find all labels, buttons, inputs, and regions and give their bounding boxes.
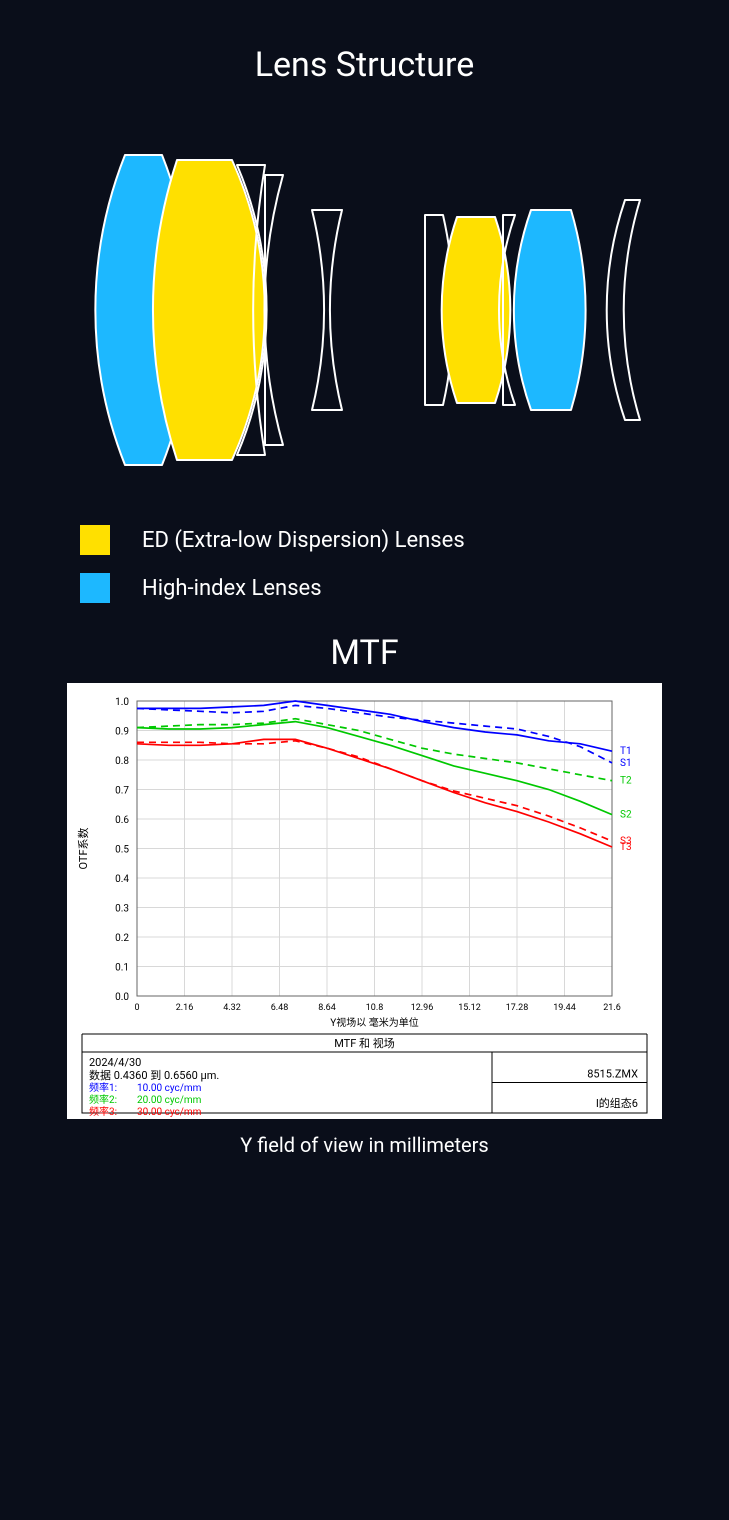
svg-text:I的组态6: I的组态6 [596,1096,638,1110]
svg-text:频率2:: 频率2: [89,1093,117,1106]
legend-row-hi: High-index Lenses [80,573,649,603]
svg-text:15.12: 15.12 [458,1003,481,1013]
svg-text:MTF 和 视场: MTF 和 视场 [334,1036,395,1050]
svg-text:2.16: 2.16 [176,1003,194,1013]
svg-text:2024/4/30: 2024/4/30 [89,1056,141,1069]
lens-diagram [65,135,665,485]
svg-text:19.44: 19.44 [553,1003,576,1013]
svg-text:频率1:: 频率1: [89,1081,117,1094]
heading-lens-structure: Lens Structure [0,45,729,85]
svg-text:21.6: 21.6 [603,1003,621,1013]
heading-mtf: MTF [0,633,729,673]
svg-text:T3: T3 [620,842,632,853]
svg-text:0.1: 0.1 [115,963,129,974]
svg-text:17.28: 17.28 [506,1003,529,1013]
svg-text:0.2: 0.2 [115,933,129,944]
svg-text:30.00 cyc/mm: 30.00 cyc/mm [137,1107,202,1118]
mtf-chart: 0.0 0.1 0.2 0.3 0.4 0.5 0.6 0.7 0.8 0.9 1.0 0 2.16 4.… [67,683,662,1119]
svg-text:数据 0.4360 到 0.6560 μm.: 数据 0.4360 到 0.6560 μm. [89,1068,219,1082]
svg-text:12.96: 12.96 [411,1003,434,1013]
svg-text:8.64: 8.64 [318,1003,336,1013]
svg-text:T2: T2 [620,776,632,787]
svg-text:0.7: 0.7 [115,786,129,797]
svg-text:0: 0 [134,1003,139,1013]
svg-text:10.8: 10.8 [366,1003,384,1013]
svg-text:0.4: 0.4 [115,874,129,885]
svg-text:0.8: 0.8 [115,756,129,767]
svg-text:频率3:: 频率3: [89,1105,117,1118]
legend-label-hi: High-index Lenses [142,576,322,601]
svg-text:0.6: 0.6 [115,815,129,826]
legend-row-ed: ED (Extra-low Dispersion) Lenses [80,525,649,555]
legend-swatch-hi [80,573,110,603]
caption: Y field of view in millimeters [0,1133,729,1157]
svg-text:OTF系数: OTF系数 [77,827,90,869]
svg-text:S2: S2 [620,810,632,821]
svg-text:0.3: 0.3 [115,904,129,915]
svg-text:8515.ZMX: 8515.ZMX [587,1068,638,1081]
legend-swatch-ed [80,525,110,555]
svg-text:0.9: 0.9 [115,727,129,738]
svg-text:10.00 cyc/mm: 10.00 cyc/mm [137,1083,202,1094]
svg-text:1.0: 1.0 [115,697,129,708]
legend: ED (Extra-low Dispersion) Lenses High-in… [80,525,649,603]
svg-text:Y视场以 毫米为单位: Y视场以 毫米为单位 [330,1016,419,1029]
legend-label-ed: ED (Extra-low Dispersion) Lenses [142,528,465,553]
svg-text:20.00 cyc/mm: 20.00 cyc/mm [137,1095,202,1106]
svg-text:4.32: 4.32 [223,1003,241,1013]
svg-text:0.5: 0.5 [115,845,129,856]
svg-text:6.48: 6.48 [271,1003,289,1013]
svg-text:0.0: 0.0 [115,992,129,1003]
svg-text:T1: T1 [620,746,632,757]
svg-text:S1: S1 [620,758,632,769]
